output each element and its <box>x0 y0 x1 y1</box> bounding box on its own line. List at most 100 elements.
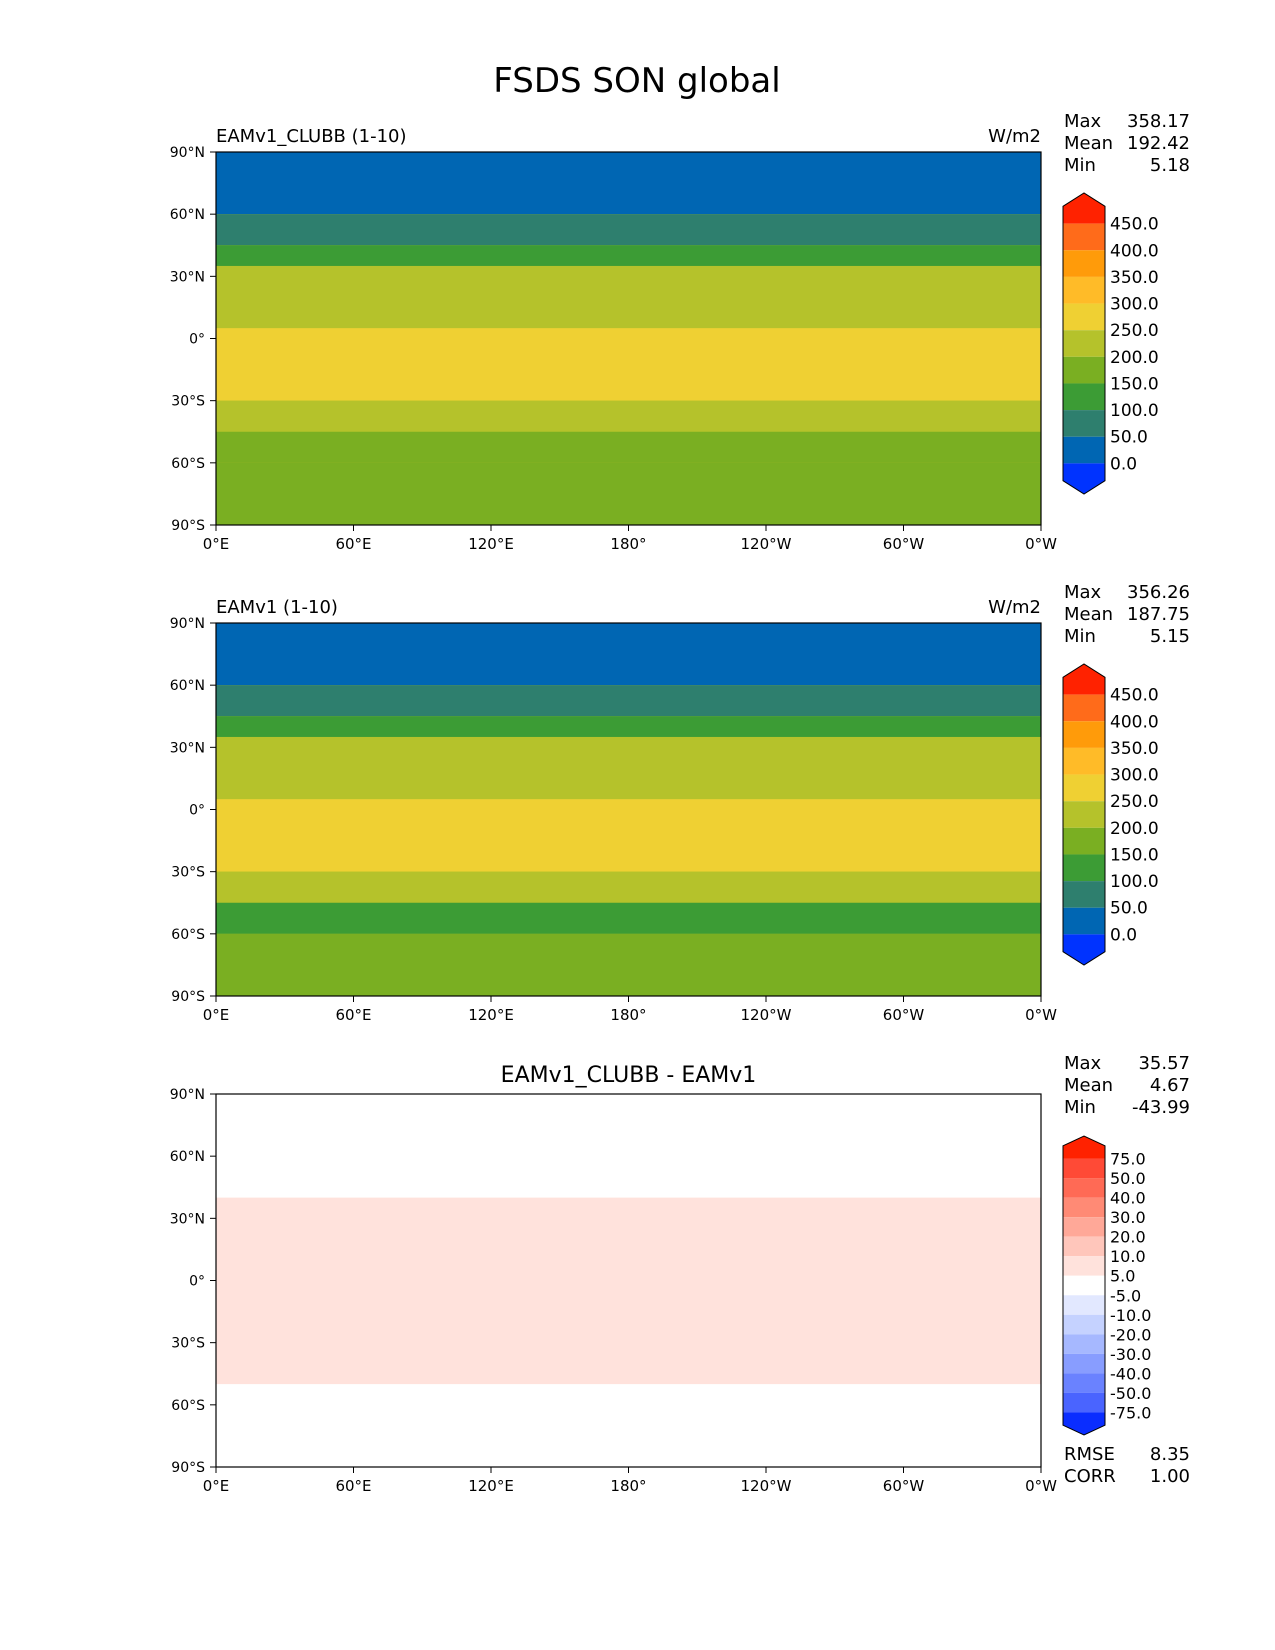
field-band <box>216 152 1041 215</box>
figure-title: FSDS SON global <box>493 61 780 101</box>
colorbar-cell <box>1063 1412 1105 1435</box>
panel-title: EAMv1_CLUBB - EAMv1 <box>501 1063 757 1088</box>
colorbar-cell <box>1063 1373 1105 1393</box>
stat-value: 35.57 <box>1138 1053 1190 1074</box>
panel-1: EAMv1_CLUBB (1-10) W/m2 90°N 60°N 30°N 0° 30°S… <box>170 111 1190 553</box>
y-tick-label: 60°S <box>171 1398 205 1414</box>
x-tick-label: 180° <box>610 1477 646 1495</box>
y-tick-label: 60°N <box>170 1149 205 1165</box>
y-tick-label: 30°N <box>170 269 205 285</box>
y-tick-label: 60°S <box>171 927 205 943</box>
colorbar-cell <box>1063 1275 1105 1296</box>
colorbar-cell <box>1063 356 1105 384</box>
panel-3-difference: EAMv1_CLUBB - EAMv1 90°N 60°N 30°N 0° 30°S 60°… <box>170 1053 1190 1495</box>
stat-value: -43.99 <box>1132 1097 1190 1118</box>
colorbar-label: 0.0 <box>1110 925 1137 945</box>
colorbar-cell <box>1063 1295 1105 1315</box>
colorbar-outline <box>1062 663 1106 966</box>
colorbar-label: 5.0 <box>1110 1267 1135 1286</box>
field-band <box>216 799 1041 872</box>
x-tick-label: 180° <box>610 535 646 553</box>
colorbar-cell <box>1063 410 1105 437</box>
stat-label: Min <box>1064 626 1096 647</box>
colorbar-label: 100.0 <box>1110 872 1159 892</box>
colorbar-cell <box>1063 694 1105 722</box>
y-tick-label: 30°N <box>170 1211 205 1227</box>
stat-value: 8.35 <box>1150 1444 1190 1465</box>
field-band <box>216 871 1041 903</box>
colorbar-cell <box>1063 250 1105 277</box>
field-band <box>216 265 1041 329</box>
stat-value: 5.15 <box>1150 626 1190 647</box>
y-tick-label: 60°N <box>170 678 205 694</box>
x-tick-label: 0°E <box>203 535 230 553</box>
x-tick-label: 120°W <box>741 1006 792 1024</box>
colorbar-label: 350.0 <box>1110 268 1159 288</box>
stat-label: RMSE <box>1064 1444 1115 1465</box>
colorbar-cell <box>1063 223 1105 251</box>
x-tick-label: 120°W <box>741 1477 792 1495</box>
colorbar-label: 100.0 <box>1110 401 1159 421</box>
stat-value: 187.75 <box>1127 604 1190 625</box>
colorbar-cell <box>1063 881 1105 908</box>
colorbar-label: 250.0 <box>1110 321 1159 341</box>
y-tick-label: 90°S <box>171 518 205 534</box>
colorbar-cell <box>1063 383 1105 411</box>
y-tick-label: 30°S <box>171 394 205 410</box>
colorbar-outline <box>1062 1135 1106 1436</box>
units-label: W/m2 <box>988 126 1041 147</box>
colorbar-label: -30.0 <box>1110 1345 1151 1364</box>
colorbar-cell <box>1063 1334 1105 1354</box>
y-tick-label: 30°N <box>170 740 205 756</box>
y-tick-label: 0° <box>189 332 205 348</box>
panel-title: EAMv1_CLUBB (1-10) <box>216 126 407 147</box>
stat-label: CORR <box>1064 1466 1116 1487</box>
y-tick-label: 0° <box>189 1274 205 1290</box>
colorbar-label: 50.0 <box>1110 1169 1146 1188</box>
x-tick-label: 0°W <box>1025 1477 1057 1495</box>
stat-value: 4.67 <box>1150 1075 1190 1096</box>
y-tick-label: 90°N <box>170 616 205 632</box>
colorbar-cell <box>1063 827 1105 855</box>
units-label: W/m2 <box>988 597 1041 618</box>
field-band <box>216 462 1041 525</box>
colorbar-cell <box>1063 721 1105 748</box>
y-tick-label: 90°N <box>170 1087 205 1103</box>
field-band <box>216 933 1041 996</box>
colorbar-label: 300.0 <box>1110 295 1159 315</box>
colorbar-cell <box>1063 664 1105 695</box>
x-tick-label: 60°E <box>335 1477 371 1495</box>
colorbar-label: 400.0 <box>1110 712 1159 732</box>
x-tick-label: 180° <box>610 1006 646 1024</box>
x-tick-label: 120°W <box>741 535 792 553</box>
y-tick-label: 90°N <box>170 145 205 161</box>
colorbar-label: 300.0 <box>1110 766 1159 786</box>
colorbar-cell <box>1063 934 1105 965</box>
colorbar-cell <box>1063 276 1105 304</box>
colorbar-label: 450.0 <box>1110 686 1159 706</box>
colorbar-cell <box>1063 1256 1105 1276</box>
colorbar-label: 50.0 <box>1110 899 1148 919</box>
colorbar-label: 450.0 <box>1110 215 1159 235</box>
colorbar-label: 50.0 <box>1110 428 1148 448</box>
stat-label: Mean <box>1064 604 1113 625</box>
field-band <box>216 400 1041 432</box>
colorbar-cell <box>1063 1236 1105 1257</box>
colorbar-cell <box>1063 1178 1105 1198</box>
colorbar-cell <box>1063 1158 1105 1179</box>
colorbar-label: 150.0 <box>1110 374 1159 394</box>
x-tick-label: 0°E <box>203 1006 230 1024</box>
x-tick-label: 120°E <box>468 1006 514 1024</box>
colorbar-outline <box>1062 192 1106 495</box>
stat-label: Min <box>1064 155 1096 176</box>
y-tick-label: 90°S <box>171 1460 205 1476</box>
field-band <box>216 245 1041 266</box>
stat-value: 356.26 <box>1127 582 1190 603</box>
colorbar-label: 200.0 <box>1110 348 1159 368</box>
colorbar-label: -5.0 <box>1110 1286 1141 1305</box>
field-band <box>216 685 1041 717</box>
x-tick-label: 60°E <box>335 535 371 553</box>
colorbar-cell <box>1063 463 1105 494</box>
colorbar-label: 10.0 <box>1110 1247 1146 1266</box>
